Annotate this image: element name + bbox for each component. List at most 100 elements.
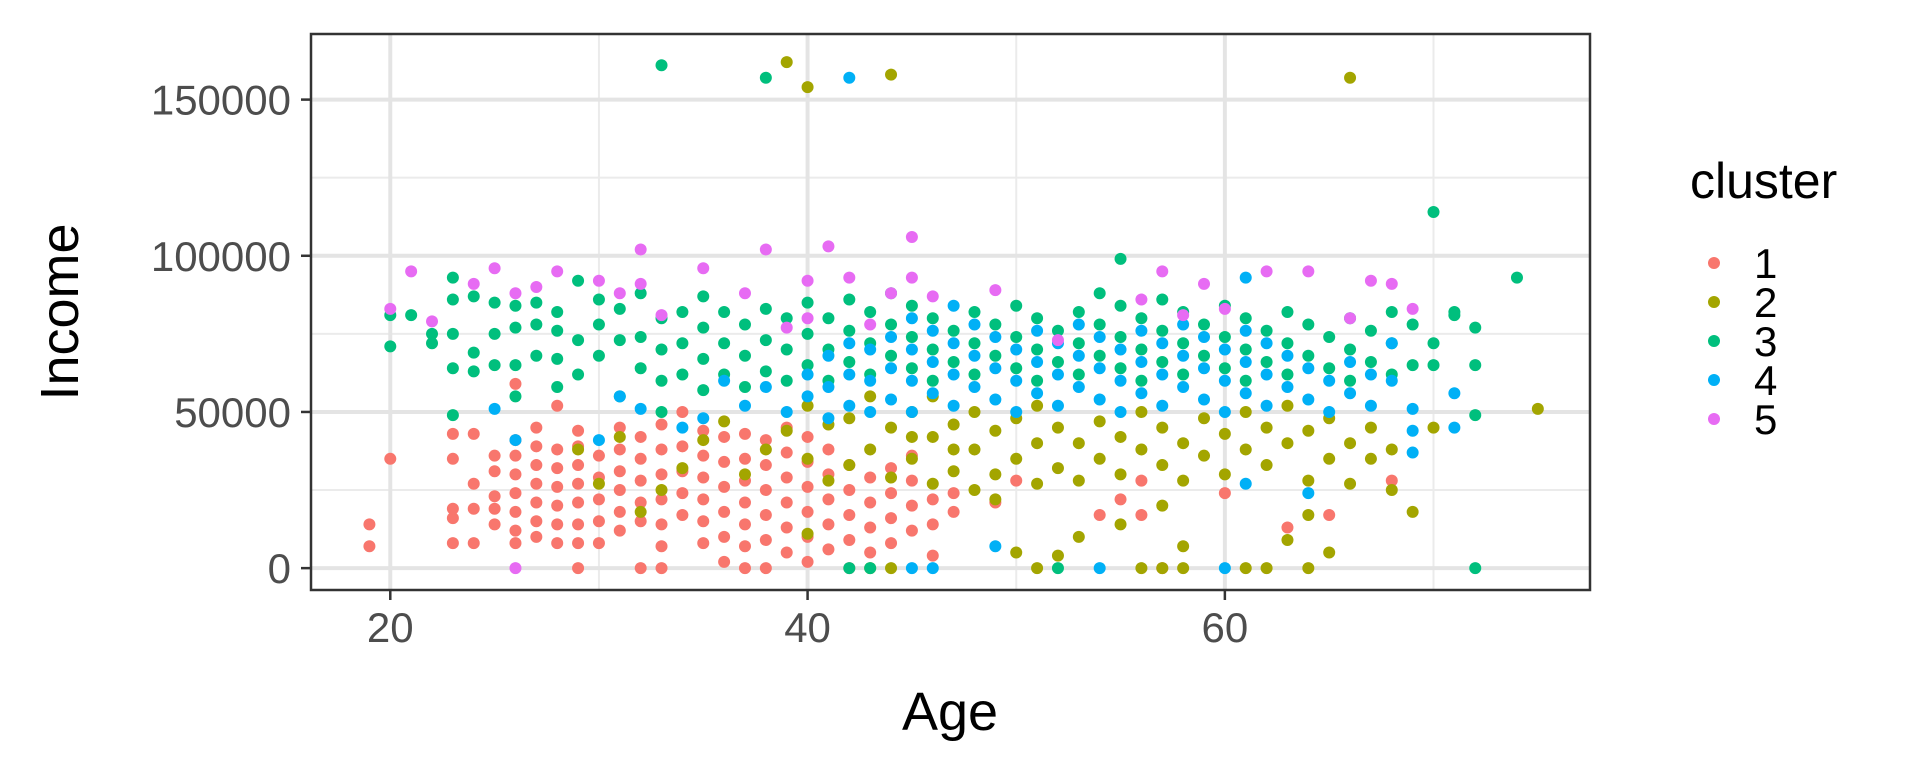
point-cluster-3 <box>488 327 501 340</box>
point-cluster-3 <box>1427 206 1440 219</box>
point-cluster-3 <box>1198 318 1211 331</box>
point-cluster-2 <box>572 443 585 456</box>
point-cluster-5 <box>1198 277 1211 290</box>
point-cluster-4 <box>634 402 647 415</box>
point-cluster-4 <box>1072 318 1085 331</box>
point-cluster-1 <box>509 487 522 500</box>
point-cluster-1 <box>467 537 480 550</box>
point-cluster-1 <box>864 471 877 484</box>
point-cluster-1 <box>718 480 731 493</box>
point-cluster-3 <box>1072 337 1085 350</box>
point-cluster-1 <box>676 509 689 522</box>
point-cluster-3 <box>1010 330 1023 343</box>
point-cluster-3 <box>1072 368 1085 381</box>
point-cluster-1 <box>613 421 626 434</box>
point-cluster-4 <box>1406 424 1419 437</box>
point-cluster-3 <box>1114 362 1127 375</box>
point-cluster-4 <box>1093 330 1106 343</box>
point-cluster-4 <box>843 399 856 412</box>
point-cluster-1 <box>759 562 772 575</box>
point-cluster-4 <box>885 362 898 375</box>
point-cluster-2 <box>1281 399 1294 412</box>
point-cluster-1 <box>488 465 501 478</box>
point-cluster-2 <box>1531 402 1544 415</box>
point-cluster-3 <box>718 337 731 350</box>
point-cluster-3 <box>759 302 772 315</box>
point-cluster-1 <box>509 537 522 550</box>
legend-label-5: 5 <box>1754 396 1777 443</box>
point-cluster-2 <box>697 434 710 447</box>
point-cluster-3 <box>780 312 793 325</box>
point-cluster-4 <box>1031 355 1044 368</box>
point-cluster-2 <box>1239 405 1252 418</box>
point-cluster-1 <box>655 518 668 531</box>
point-cluster-1 <box>905 499 918 512</box>
point-cluster-1 <box>613 484 626 497</box>
point-cluster-4 <box>1156 399 1169 412</box>
point-cluster-1 <box>572 424 585 437</box>
point-cluster-3 <box>968 368 981 381</box>
point-cluster-3 <box>905 330 918 343</box>
legend-key-2 <box>1708 296 1720 308</box>
point-cluster-1 <box>572 537 585 550</box>
point-cluster-1 <box>780 521 793 534</box>
point-cluster-1 <box>363 518 376 531</box>
point-cluster-4 <box>1093 362 1106 375</box>
point-cluster-2 <box>1364 452 1377 465</box>
point-cluster-4 <box>759 380 772 393</box>
point-cluster-3 <box>905 299 918 312</box>
point-cluster-4 <box>1218 343 1231 356</box>
point-cluster-4 <box>1385 337 1398 350</box>
point-cluster-5 <box>801 274 814 287</box>
point-cluster-2 <box>1406 505 1419 518</box>
point-cluster-3 <box>1260 355 1273 368</box>
point-cluster-2 <box>989 468 1002 481</box>
y-axis-title: Income <box>30 223 90 400</box>
point-cluster-3 <box>843 562 856 575</box>
x-tick-label: 20 <box>367 604 414 651</box>
point-cluster-5 <box>467 277 480 290</box>
point-cluster-3 <box>1469 359 1482 372</box>
point-cluster-1 <box>467 477 480 490</box>
point-cluster-2 <box>1031 562 1044 575</box>
point-cluster-3 <box>905 362 918 375</box>
point-cluster-4 <box>1198 362 1211 375</box>
point-cluster-3 <box>426 327 439 340</box>
point-cluster-3 <box>530 296 543 309</box>
point-cluster-3 <box>655 374 668 387</box>
point-cluster-5 <box>634 277 647 290</box>
point-cluster-1 <box>780 446 793 459</box>
point-cluster-2 <box>1031 477 1044 490</box>
point-cluster-2 <box>1218 427 1231 440</box>
point-cluster-2 <box>1093 415 1106 428</box>
point-cluster-5 <box>509 287 522 300</box>
legend-key-3 <box>1708 335 1720 347</box>
point-cluster-3 <box>1302 318 1315 331</box>
point-cluster-4 <box>1260 368 1273 381</box>
point-cluster-2 <box>780 424 793 437</box>
point-cluster-2 <box>1385 443 1398 456</box>
point-cluster-1 <box>551 443 564 456</box>
point-cluster-2 <box>592 477 605 490</box>
point-cluster-1 <box>634 562 647 575</box>
point-cluster-1 <box>655 540 668 553</box>
point-cluster-4 <box>968 380 981 393</box>
point-cluster-4 <box>1406 402 1419 415</box>
point-cluster-2 <box>968 405 981 418</box>
point-cluster-1 <box>780 546 793 559</box>
point-cluster-3 <box>1281 306 1294 318</box>
point-cluster-2 <box>1072 530 1085 543</box>
point-cluster-2 <box>1114 430 1127 443</box>
point-cluster-3 <box>1427 359 1440 372</box>
point-cluster-2 <box>843 459 856 472</box>
point-cluster-3 <box>446 327 459 340</box>
point-cluster-2 <box>676 462 689 475</box>
point-cluster-3 <box>1031 374 1044 387</box>
point-cluster-2 <box>634 505 647 518</box>
point-cluster-3 <box>634 330 647 343</box>
point-cluster-3 <box>592 349 605 362</box>
point-cluster-5 <box>384 302 397 315</box>
point-cluster-2 <box>1302 474 1315 487</box>
point-cluster-2 <box>1051 421 1064 434</box>
